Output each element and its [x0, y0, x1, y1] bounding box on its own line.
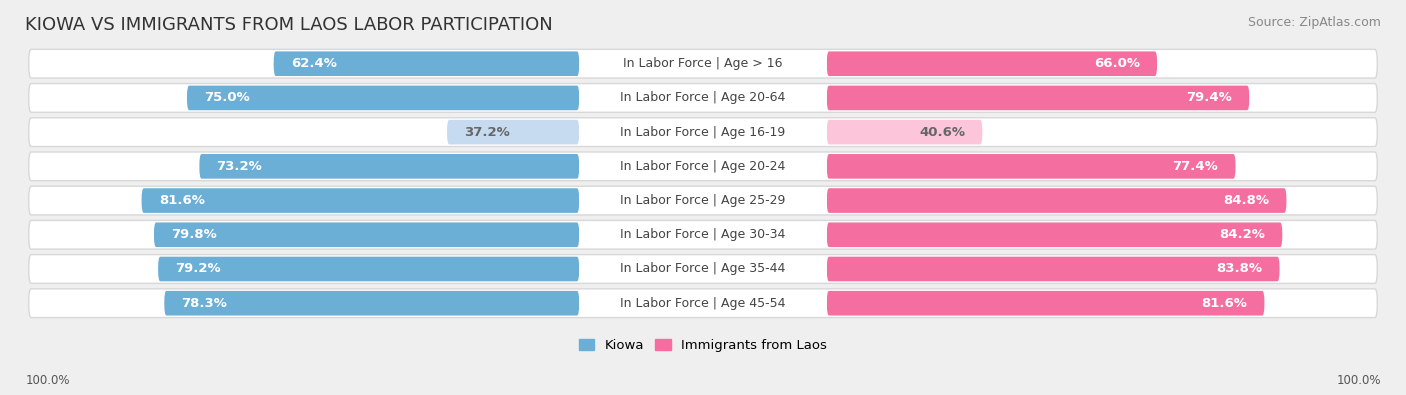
FancyBboxPatch shape — [155, 222, 579, 247]
FancyBboxPatch shape — [827, 222, 1282, 247]
FancyBboxPatch shape — [200, 154, 579, 179]
Text: In Labor Force | Age 45-54: In Labor Force | Age 45-54 — [620, 297, 786, 310]
Text: 75.0%: 75.0% — [204, 91, 250, 104]
Text: 37.2%: 37.2% — [464, 126, 510, 139]
Text: In Labor Force | Age 20-64: In Labor Force | Age 20-64 — [620, 91, 786, 104]
FancyBboxPatch shape — [28, 255, 1378, 283]
Legend: Kiowa, Immigrants from Laos: Kiowa, Immigrants from Laos — [579, 339, 827, 352]
Text: 40.6%: 40.6% — [920, 126, 965, 139]
Text: 78.3%: 78.3% — [181, 297, 228, 310]
FancyBboxPatch shape — [28, 186, 1378, 215]
FancyBboxPatch shape — [28, 289, 1378, 318]
FancyBboxPatch shape — [165, 291, 579, 316]
Text: 66.0%: 66.0% — [1094, 57, 1140, 70]
Text: 100.0%: 100.0% — [1336, 374, 1381, 387]
FancyBboxPatch shape — [579, 52, 827, 75]
Text: 79.8%: 79.8% — [172, 228, 217, 241]
Text: KIOWA VS IMMIGRANTS FROM LAOS LABOR PARTICIPATION: KIOWA VS IMMIGRANTS FROM LAOS LABOR PART… — [25, 16, 553, 34]
Text: 73.2%: 73.2% — [217, 160, 263, 173]
Text: In Labor Force | Age 16-19: In Labor Force | Age 16-19 — [620, 126, 786, 139]
FancyBboxPatch shape — [827, 120, 983, 145]
FancyBboxPatch shape — [827, 86, 1250, 110]
Text: 81.6%: 81.6% — [1201, 297, 1247, 310]
Text: 100.0%: 100.0% — [25, 374, 70, 387]
FancyBboxPatch shape — [447, 120, 579, 145]
Text: In Labor Force | Age 30-34: In Labor Force | Age 30-34 — [620, 228, 786, 241]
Text: 84.8%: 84.8% — [1223, 194, 1270, 207]
Text: 79.2%: 79.2% — [176, 263, 221, 275]
FancyBboxPatch shape — [579, 292, 827, 315]
Text: 79.4%: 79.4% — [1187, 91, 1232, 104]
FancyBboxPatch shape — [142, 188, 579, 213]
FancyBboxPatch shape — [28, 118, 1378, 147]
Text: 77.4%: 77.4% — [1173, 160, 1219, 173]
FancyBboxPatch shape — [579, 223, 827, 246]
Text: 81.6%: 81.6% — [159, 194, 205, 207]
FancyBboxPatch shape — [579, 189, 827, 212]
Text: 83.8%: 83.8% — [1216, 263, 1263, 275]
Text: In Labor Force | Age 35-44: In Labor Force | Age 35-44 — [620, 263, 786, 275]
FancyBboxPatch shape — [827, 291, 1264, 316]
FancyBboxPatch shape — [28, 84, 1378, 112]
FancyBboxPatch shape — [827, 188, 1286, 213]
FancyBboxPatch shape — [28, 220, 1378, 249]
FancyBboxPatch shape — [579, 258, 827, 280]
Text: In Labor Force | Age > 16: In Labor Force | Age > 16 — [623, 57, 783, 70]
FancyBboxPatch shape — [579, 155, 827, 178]
FancyBboxPatch shape — [187, 86, 579, 110]
FancyBboxPatch shape — [579, 120, 827, 144]
Text: 84.2%: 84.2% — [1219, 228, 1265, 241]
FancyBboxPatch shape — [157, 257, 579, 281]
FancyBboxPatch shape — [274, 51, 579, 76]
FancyBboxPatch shape — [28, 152, 1378, 181]
Text: In Labor Force | Age 25-29: In Labor Force | Age 25-29 — [620, 194, 786, 207]
Text: Source: ZipAtlas.com: Source: ZipAtlas.com — [1247, 16, 1381, 29]
Text: In Labor Force | Age 20-24: In Labor Force | Age 20-24 — [620, 160, 786, 173]
FancyBboxPatch shape — [827, 257, 1279, 281]
FancyBboxPatch shape — [827, 51, 1157, 76]
Text: 62.4%: 62.4% — [291, 57, 337, 70]
FancyBboxPatch shape — [827, 154, 1236, 179]
FancyBboxPatch shape — [579, 86, 827, 109]
FancyBboxPatch shape — [28, 49, 1378, 78]
